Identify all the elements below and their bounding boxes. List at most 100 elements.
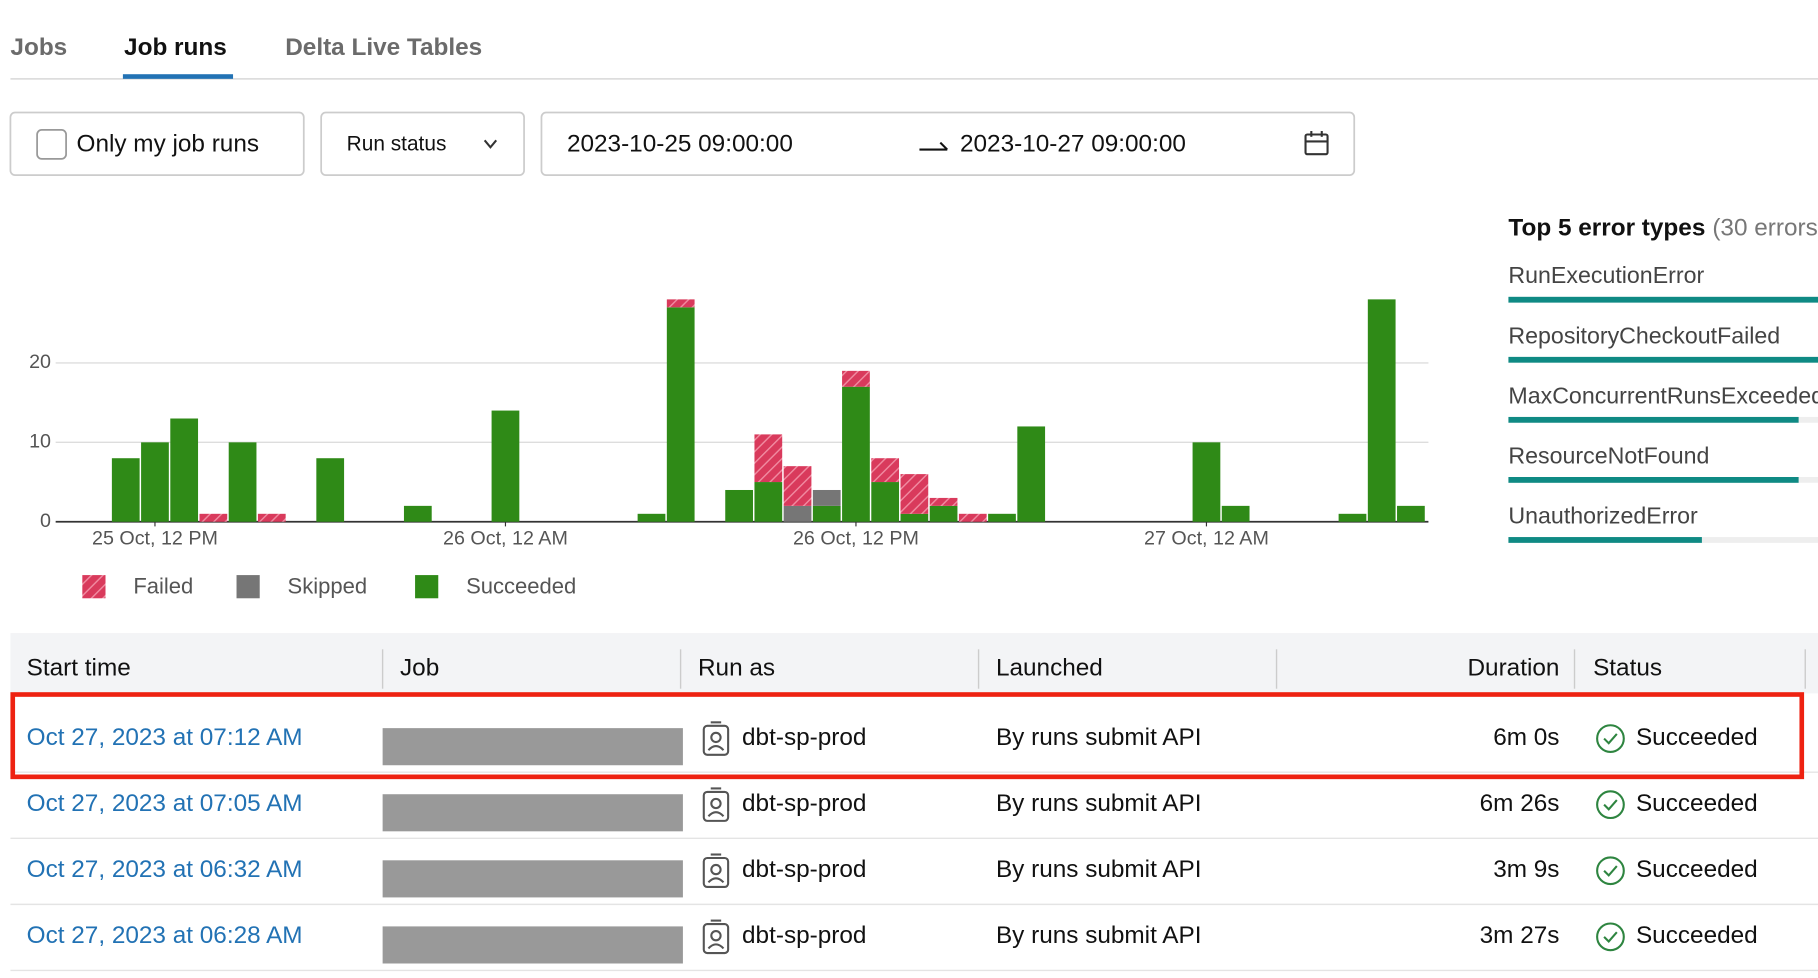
bar-segment	[871, 482, 900, 522]
service-principal-icon	[702, 853, 730, 889]
bar-segment	[900, 474, 929, 514]
bar-segment	[1397, 505, 1425, 522]
tab-underline	[122, 74, 234, 79]
legend-label: Skipped	[288, 574, 368, 599]
dropdown-label: Run status	[347, 132, 447, 155]
status-icon	[1596, 724, 1625, 753]
start-time-link[interactable]: Oct 27, 2023 at 06:28 AM	[27, 922, 303, 949]
bar-segment	[725, 489, 753, 522]
legend-label: Succeeded	[466, 574, 576, 599]
column-header: Status	[1593, 654, 1662, 681]
bar-segment	[783, 505, 812, 522]
bar-segment	[754, 482, 783, 522]
legend-swatch	[82, 575, 106, 599]
error-name: UnauthorizedError	[1508, 502, 1698, 528]
bar-segment	[666, 299, 695, 308]
bar-segment	[637, 513, 666, 522]
icon-body	[702, 790, 730, 822]
bar-segment	[929, 497, 958, 506]
bar-segment	[170, 418, 199, 522]
bar-segment	[900, 513, 929, 522]
start-time-link[interactable]: Oct 27, 2023 at 07:12 AM	[27, 724, 303, 751]
bar-segment	[988, 513, 1016, 522]
error-name: ResourceNotFound	[1508, 442, 1709, 468]
bar-segment	[754, 434, 783, 483]
start-time-link[interactable]: Oct 27, 2023 at 07:05 AM	[27, 790, 303, 817]
end-date[interactable]: 2023-10-27 09:00:00	[960, 130, 1186, 157]
bar-segment	[141, 442, 169, 522]
bar-segment	[812, 505, 841, 522]
x-tick-label: 26 Oct, 12 AM	[443, 527, 568, 549]
service-principal-icon	[702, 919, 730, 955]
run-as: dbt-sp-prod	[742, 790, 866, 817]
bar-segment	[1017, 426, 1046, 522]
status-icon	[1596, 922, 1625, 952]
start-date[interactable]: 2023-10-25 09:00:00	[567, 130, 793, 157]
icon-shoulders	[707, 943, 725, 950]
checkbox[interactable]	[36, 128, 67, 160]
run-as: dbt-sp-prod	[742, 922, 866, 949]
y-tick-label: 10	[29, 431, 51, 453]
status-dropdown[interactable]	[320, 111, 525, 176]
bar-segment	[491, 410, 520, 522]
error-name: RepositoryCheckoutFailed	[1508, 322, 1780, 348]
arrow	[919, 141, 948, 151]
column-header: Launched	[996, 654, 1103, 681]
error-bar	[1508, 537, 1702, 543]
bar-segment	[842, 370, 870, 387]
status: Succeeded	[1636, 856, 1758, 883]
launched: By runs submit API	[996, 724, 1202, 751]
tab-active[interactable]: Job runs	[124, 34, 227, 61]
bar-segment	[1338, 513, 1367, 522]
bar-segment	[228, 442, 257, 522]
start-time-link[interactable]: Oct 27, 2023 at 06:32 AM	[27, 856, 303, 883]
error-panel-title: Top 5 error types (30 errors)	[1508, 215, 1818, 242]
tabs: Jobs Job runs Delta Live Tables	[10, 34, 1818, 80]
bar-segment	[812, 489, 841, 506]
subtitle: (30 errors)	[1712, 215, 1818, 242]
bar-segment	[111, 458, 140, 522]
status-icon	[1596, 790, 1625, 820]
table: Start time Job Run as Launched Duration Statu…	[10, 633, 1818, 972]
tab[interactable]: Jobs	[10, 34, 67, 61]
bar-segment	[403, 505, 432, 522]
redacted-job	[382, 860, 683, 898]
icon-shoulders	[707, 745, 725, 751]
duration: 3m 27s	[1480, 922, 1560, 949]
bar-segment	[1221, 505, 1250, 522]
bar-segment	[316, 458, 345, 522]
redacted-job	[382, 728, 683, 766]
bar-segment	[783, 466, 812, 506]
status-check	[1603, 799, 1618, 811]
tab[interactable]: Delta Live Tables	[285, 34, 482, 61]
icon-body	[702, 856, 730, 889]
icon-body	[702, 724, 730, 756]
checkbox-filter[interactable]	[9, 111, 305, 176]
column-header: Job	[400, 654, 439, 681]
legend-label: Failed	[133, 574, 193, 599]
status: Succeeded	[1636, 922, 1758, 949]
error-bar	[1508, 296, 1818, 303]
icon-shoulders	[707, 811, 725, 817]
bar-segment	[842, 386, 870, 522]
bar-segment	[199, 513, 228, 522]
bar-segment	[958, 513, 987, 522]
bar-segment	[666, 307, 695, 522]
error-bar	[1508, 476, 1799, 483]
title: Top 5 error types	[1508, 215, 1705, 242]
column-header: Start time	[27, 654, 131, 681]
status: Succeeded	[1636, 790, 1758, 817]
icon-body	[702, 923, 730, 955]
service-principal-icon	[702, 721, 730, 756]
status-check	[1603, 733, 1618, 745]
service-principal-icon	[702, 787, 730, 822]
x-tick-label: 26 Oct, 12 PM	[793, 527, 919, 549]
redacted-job	[382, 794, 683, 832]
error-panel: Top 5 error types (30 errors) RunExecutio…	[1508, 215, 1818, 543]
run-as: dbt-sp-prod	[742, 856, 866, 883]
icon-shoulders	[707, 877, 725, 884]
date-range[interactable]	[540, 111, 1356, 176]
calendar-icon[interactable]	[1304, 131, 1329, 156]
error-name: MaxConcurrentRunsExceeded	[1508, 382, 1818, 408]
